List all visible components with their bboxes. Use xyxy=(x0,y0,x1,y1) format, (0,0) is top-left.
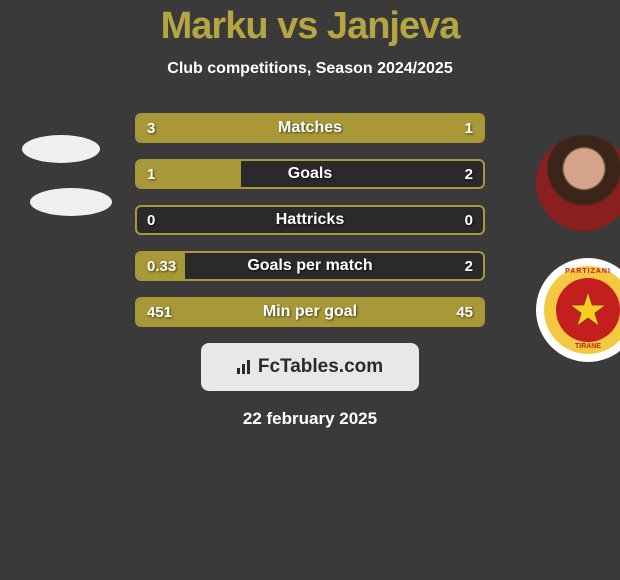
stat-row: 3Matches1 xyxy=(135,113,485,143)
stat-value-right: 45 xyxy=(456,299,473,325)
subtitle: Club competitions, Season 2024/2025 xyxy=(0,60,620,78)
stat-row: 0.33Goals per match2 xyxy=(135,251,485,281)
stat-label: Min per goal xyxy=(137,299,483,325)
player-right-club-badge: PARTIZANI ★ TIRANE xyxy=(536,258,620,362)
fctables-logo: FcTables.com xyxy=(237,356,383,378)
stat-value-right: 0 xyxy=(465,207,473,233)
stats-area: PARTIZANI ★ TIRANE 3Matches11Goals20Hatt… xyxy=(0,113,620,327)
stat-value-right: 1 xyxy=(465,115,473,141)
player-left-club-placeholder xyxy=(30,188,112,216)
stat-label: Matches xyxy=(137,115,483,141)
stat-label: Goals xyxy=(137,161,483,187)
stat-label: Goals per match xyxy=(137,253,483,279)
club-badge-outer: PARTIZANI ★ TIRANE xyxy=(544,266,620,354)
stat-bars: 3Matches11Goals20Hattricks00.33Goals per… xyxy=(135,113,485,327)
bar-chart-icon xyxy=(237,360,255,374)
stat-row: 451Min per goal45 xyxy=(135,297,485,327)
star-icon: ★ xyxy=(568,285,607,336)
badge-text-top: PARTIZANI xyxy=(565,268,611,275)
fctables-logo-text: FcTables.com xyxy=(258,356,383,378)
stat-value-right: 2 xyxy=(465,161,473,187)
stat-label: Hattricks xyxy=(137,207,483,233)
stat-value-right: 2 xyxy=(465,253,473,279)
player-right-avatar xyxy=(536,135,620,231)
badge-text-bottom: TIRANE xyxy=(575,343,601,350)
page-title: Marku vs Janjeva xyxy=(0,5,620,48)
date-label: 22 february 2025 xyxy=(0,409,620,429)
stat-row: 1Goals2 xyxy=(135,159,485,189)
player-left-avatar-placeholder-1 xyxy=(22,135,100,163)
club-badge-inner: ★ xyxy=(556,278,620,342)
fctables-logo-box[interactable]: FcTables.com xyxy=(201,343,419,391)
comparison-widget: Marku vs Janjeva Club competitions, Seas… xyxy=(0,0,620,429)
stat-row: 0Hattricks0 xyxy=(135,205,485,235)
